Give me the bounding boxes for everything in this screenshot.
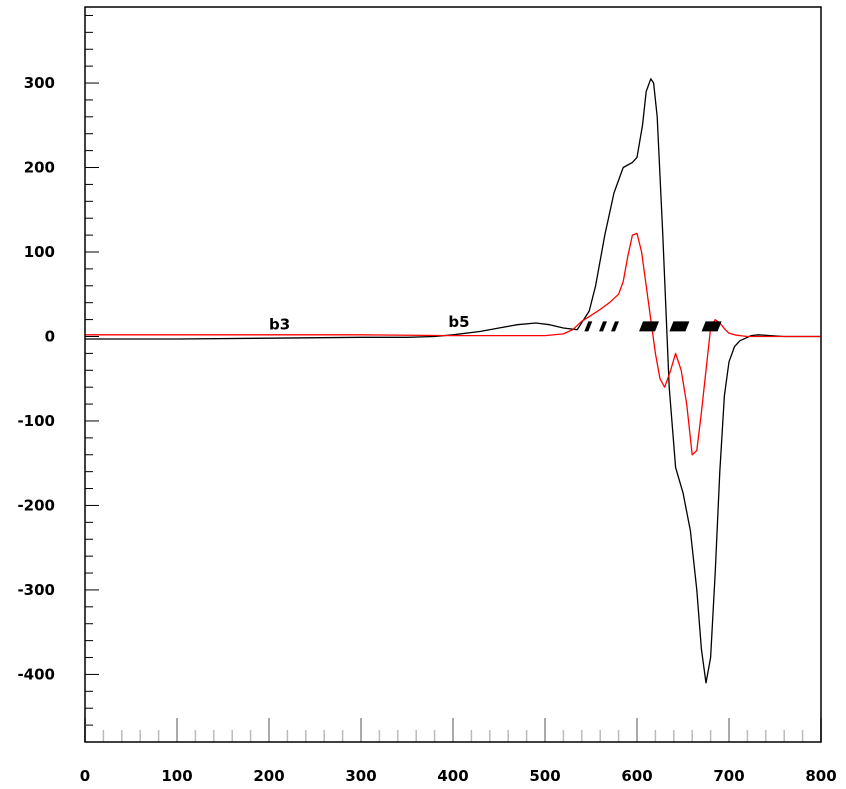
baseline-marker [599,321,608,332]
series-layer [85,78,821,684]
annotation-label: b5 [448,313,469,331]
baseline-marker [611,321,619,332]
x-tick-label: 100 [161,767,192,785]
plot-frame [84,6,822,743]
y-tick-label: 300 [24,74,55,92]
x-tick-label: 700 [713,767,744,785]
axes-layer: -400 -300 -200 -100 0 100 200 300 0 100 200 300 400 5… [17,14,837,785]
x-tick-label: 600 [621,767,652,785]
baseline-marker [584,321,593,332]
x-tick-label: 300 [345,767,376,785]
y-tick-label: -300 [17,581,55,599]
x-tick-label: 800 [805,767,836,785]
baseline-marker [701,321,722,332]
series-line-1 [85,232,821,456]
y-tick-label: 0 [45,327,55,345]
y-tick-label: -200 [17,496,55,514]
x-tick-label: 0 [80,767,90,785]
y-tick-label: -100 [17,412,55,430]
y-tick-label: 200 [24,159,55,177]
y-tick-label: 100 [24,243,55,261]
baseline-marker [639,321,660,332]
x-tick-label: 200 [253,767,284,785]
baseline-marker [669,321,690,332]
x-tick-label: 500 [529,767,560,785]
annotation-layer: b3 b5 [269,313,470,334]
series-line-0 [85,78,821,684]
annotation-label: b3 [269,316,290,334]
y-tick-label: -400 [17,665,55,683]
x-tick-label: 400 [437,767,468,785]
